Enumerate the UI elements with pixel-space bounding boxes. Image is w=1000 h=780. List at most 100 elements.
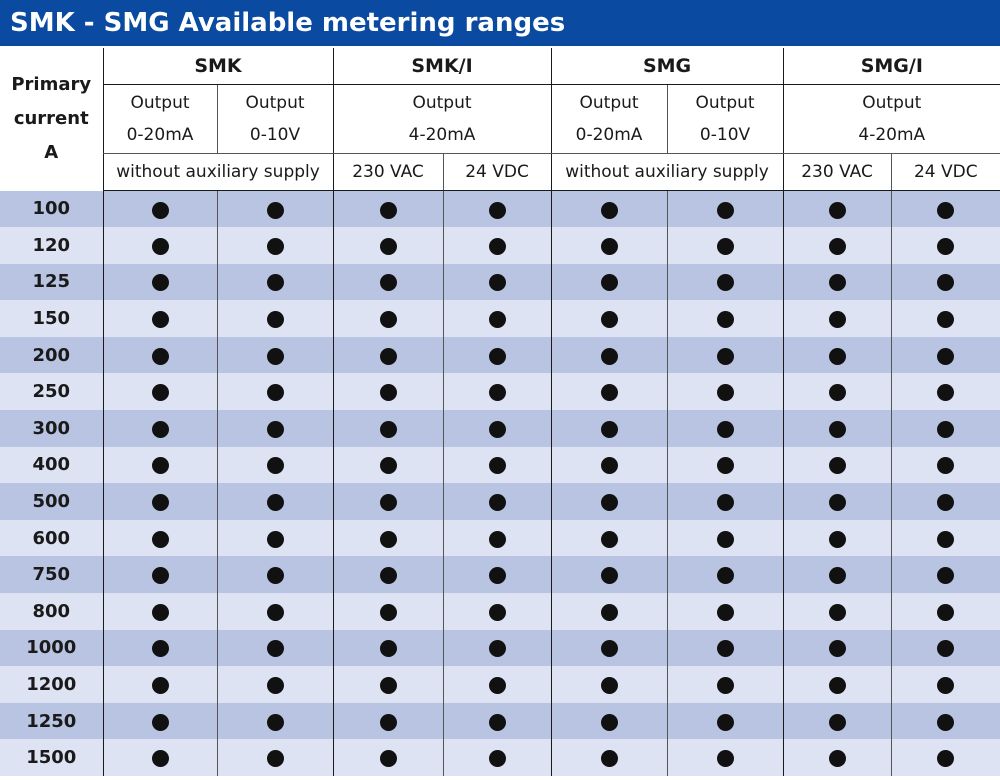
filled-circle-icon: [266, 677, 284, 695]
filled-circle-icon: [488, 311, 506, 329]
filled-circle-icon: [379, 457, 397, 475]
availability-cell: [442, 519, 552, 557]
availability-cell: [332, 593, 444, 630]
availability-cell: [216, 227, 334, 264]
availability-cell: [332, 373, 444, 411]
availability-cell: [102, 263, 217, 301]
filled-circle-icon: [716, 640, 734, 658]
availability-cell: [216, 519, 334, 557]
filled-circle-icon: [379, 384, 397, 402]
availability-cell: [216, 410, 334, 447]
availability-cell: [890, 483, 1000, 520]
group-header-smki: SMK/I: [332, 48, 552, 85]
availability-cell: [666, 556, 784, 594]
availability-cell: [550, 739, 668, 776]
availability-cell: [782, 227, 892, 264]
filled-circle-icon: [151, 750, 169, 768]
filled-circle-icon: [266, 530, 284, 548]
availability-cell: [102, 336, 217, 374]
filled-circle-icon: [151, 384, 169, 402]
availability-cell: [332, 227, 444, 264]
filled-circle-icon: [151, 420, 169, 438]
availability-cell: [102, 190, 217, 228]
filled-circle-icon: [488, 677, 506, 695]
filled-circle-icon: [600, 237, 618, 255]
availability-cell: [890, 519, 1000, 557]
primary-current-value: 750: [32, 564, 71, 586]
filled-circle-icon: [828, 750, 846, 768]
filled-circle-icon: [266, 457, 284, 475]
availability-cell: [550, 300, 668, 337]
availability-cell: [102, 702, 217, 740]
table-row: 120: [0, 227, 1000, 264]
filled-circle-icon: [828, 347, 846, 365]
output-header-smki-4-20ma: Output 4-20mA: [332, 84, 552, 154]
filled-circle-icon: [600, 750, 618, 768]
availability-cell: [890, 629, 1000, 667]
filled-circle-icon: [600, 603, 618, 621]
availability-cell: [102, 593, 217, 630]
filled-circle-icon: [600, 457, 618, 475]
availability-cell: [550, 483, 668, 520]
filled-circle-icon: [828, 274, 846, 292]
table-row: 400: [0, 446, 1000, 484]
availability-cell: [550, 446, 668, 484]
group-header-smg: SMG: [550, 48, 784, 85]
availability-cell: [216, 702, 334, 740]
output-header-smg-0-10v: Output 0-10V: [666, 84, 784, 154]
table-row: 250: [0, 373, 1000, 411]
availability-cell: [442, 629, 552, 667]
availability-cell: [666, 336, 784, 374]
availability-cell: [782, 739, 892, 776]
filled-circle-icon: [716, 713, 734, 731]
filled-circle-icon: [488, 567, 506, 585]
filled-circle-icon: [716, 494, 734, 512]
availability-cell: [666, 519, 784, 557]
availability-cell: [442, 190, 552, 228]
availability-cell: [550, 336, 668, 374]
table-row: 125: [0, 263, 1000, 301]
primary-current-value: 1200: [26, 674, 77, 696]
availability-cell: [782, 483, 892, 520]
filled-circle-icon: [151, 311, 169, 329]
filled-circle-icon: [266, 713, 284, 731]
metering-ranges-table: Primary current A SMK SMK/I SMG SMG/I Ou…: [0, 48, 1000, 776]
primary-current-value: 200: [32, 344, 71, 366]
filled-circle-icon: [600, 494, 618, 512]
availability-cell: [550, 593, 668, 630]
filled-circle-icon: [151, 494, 169, 512]
filled-circle-icon: [151, 603, 169, 621]
table-row: 500: [0, 483, 1000, 520]
filled-circle-icon: [716, 530, 734, 548]
filled-circle-icon: [937, 347, 955, 365]
primary-current-value: 250: [32, 381, 71, 403]
primary-current-value: 120: [32, 234, 71, 256]
filled-circle-icon: [379, 530, 397, 548]
filled-circle-icon: [488, 603, 506, 621]
filled-circle-icon: [716, 384, 734, 402]
availability-cell: [332, 702, 444, 740]
filled-circle-icon: [828, 677, 846, 695]
availability-cell: [442, 702, 552, 740]
availability-cell: [890, 702, 1000, 740]
filled-circle-icon: [379, 567, 397, 585]
primary-current-value: 1000: [26, 637, 77, 659]
availability-cell: [216, 483, 334, 520]
supply-header-smgi-230vac: 230 VAC: [782, 153, 892, 191]
availability-cell: [782, 593, 892, 630]
filled-circle-icon: [828, 237, 846, 255]
filled-circle-icon: [151, 677, 169, 695]
filled-circle-icon: [151, 347, 169, 365]
filled-circle-icon: [716, 677, 734, 695]
availability-cell: [666, 263, 784, 301]
filled-circle-icon: [151, 237, 169, 255]
filled-circle-icon: [266, 640, 284, 658]
availability-cell: [550, 373, 668, 411]
filled-circle-icon: [488, 237, 506, 255]
availability-cell: [782, 702, 892, 740]
filled-circle-icon: [379, 677, 397, 695]
group-header-smgi: SMG/I: [782, 48, 1000, 85]
availability-cell: [216, 739, 334, 776]
availability-cell: [442, 227, 552, 264]
filled-circle-icon: [716, 311, 734, 329]
